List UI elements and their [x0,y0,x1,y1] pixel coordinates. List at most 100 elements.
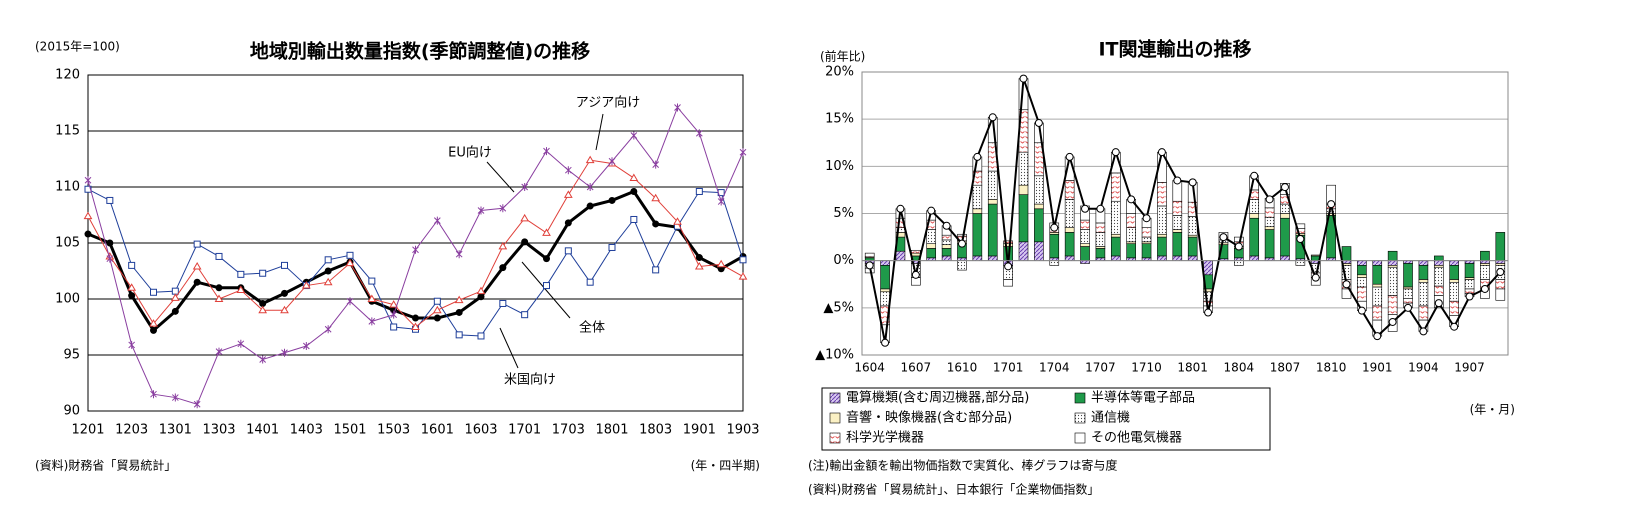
bar-segment [941,248,952,257]
bar-segment [1110,200,1121,235]
bar-segment [957,260,967,271]
bar-segment [1157,205,1167,235]
bar-segment [1034,175,1044,205]
bar-segment [1372,265,1383,285]
total-marker [988,113,997,122]
marker [716,259,726,268]
marker [455,250,463,259]
marker [84,230,92,238]
bar-segment [1280,203,1290,214]
bar-segment [911,252,921,257]
total-marker [1465,292,1474,301]
marker [171,287,179,295]
y-tick-label: ▲5% [823,300,854,315]
bar-segment [1449,260,1459,266]
series-annotation: 米国向け [504,372,556,388]
marker [652,220,660,228]
marker [630,131,638,140]
bar-segment [1372,260,1383,266]
marker [652,160,660,169]
y-tick-label: 90 [63,404,80,419]
marker [237,339,245,348]
bar-segment [1018,194,1029,243]
marker [585,155,595,164]
x-tick-label: 1401 [246,423,279,438]
x-tick-label: 1301 [159,423,192,438]
marker [739,256,747,264]
bar-segment [1403,298,1413,304]
bar-segment [1280,213,1290,219]
marker [695,254,703,262]
series-line [87,188,744,337]
x-axis-label: (年・四半期) [691,459,760,473]
bar-segment [911,249,921,254]
marker [170,293,180,301]
x-tick-label: 1904 [1408,361,1439,375]
marker [521,238,529,246]
bar-segment [1464,263,1475,278]
bar-segment [1126,243,1136,259]
total-marker [1496,267,1505,276]
total-marker [1111,148,1120,157]
bar-segment [1172,232,1183,257]
bar-segment [1172,229,1183,233]
bar-segment [1264,226,1275,230]
annotation-arrow [595,113,604,151]
x-tick-label: 1901 [683,423,716,438]
marker [608,243,616,251]
x-tick-label: 1604 [854,361,885,375]
bar-segment [1357,277,1367,288]
x-tick-label: 1303 [202,423,235,438]
x-axis-label: (年・月) [1470,403,1515,417]
marker [563,190,573,198]
marker [477,293,485,301]
total-marker [1342,280,1351,289]
annotation-arrow [499,327,519,369]
bar-segment [1080,229,1090,244]
marker [83,211,93,220]
series-line [87,106,744,405]
total-marker [1127,195,1136,204]
marker [586,183,594,191]
total-marker [1373,332,1382,341]
bar-segment [1387,260,1398,266]
x-tick-label: 1603 [464,423,497,438]
x-tick-label: 1803 [639,423,672,438]
chart-title: IT関連輸出の推移 [1098,38,1251,61]
x-tick-label: 1503 [377,423,410,438]
marker [738,272,748,280]
x-tick-label: 1810 [1316,361,1347,375]
marker [477,206,485,215]
bar-segment [1372,283,1383,288]
x-tick-label: 1203 [115,423,148,438]
bar-segment [1403,263,1413,288]
legend-label: 音響・映像機器(含む部分品) [846,410,1012,426]
bar-segment [1034,241,1044,261]
marker [564,219,572,227]
legend-swatch [1074,392,1086,404]
plot-border [861,71,1509,356]
bar-segment [1172,200,1183,216]
legend-swatch [829,412,841,424]
legend-label: 通信機 [1091,411,1130,426]
marker [149,319,158,327]
marker [236,285,246,294]
marker [521,311,529,319]
bar-segment [987,199,998,205]
bar-segment [972,208,983,214]
bar-segment [1234,260,1244,266]
plot-border [87,74,744,412]
bar-segment [1449,300,1459,316]
total-marker [1157,148,1166,157]
bar-segment [880,288,890,293]
annotation-arrow [521,261,571,319]
x-tick-label: 1703 [552,423,585,438]
marker [433,314,441,322]
bar-segment [1418,260,1429,266]
x-tick-label: 1801 [1177,361,1208,375]
bar-segment [1003,279,1013,287]
bar-segment [1418,282,1429,307]
series-annotation: EU向け [448,145,492,161]
bar-segment [1064,255,1075,261]
